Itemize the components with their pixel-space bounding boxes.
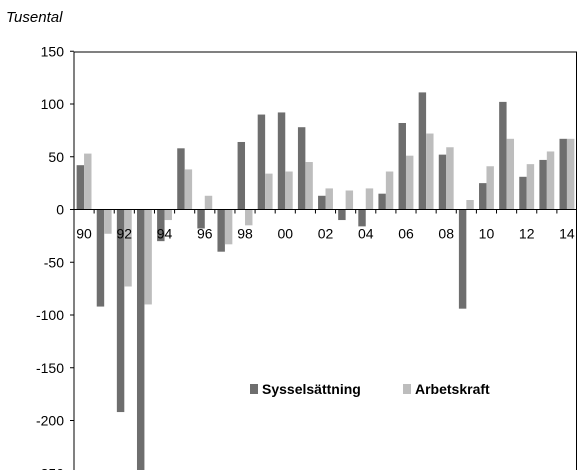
bar-sysselsattning-1994: [157, 209, 165, 242]
x-tick-label: 12: [519, 226, 535, 242]
bar-sysselsattning-1996: [197, 209, 205, 229]
y-tick-label: -50: [44, 254, 64, 270]
bar-sysselsattning-2004: [358, 209, 366, 227]
bar-sysselsattning-2006: [398, 122, 406, 210]
bar-arbetskraft-2001: [305, 162, 313, 210]
y-tick-label: -100: [36, 307, 64, 323]
bar-arbetskraft-2003: [345, 190, 354, 210]
bar-sysselsattning-1993: [136, 209, 145, 470]
axes-group: 150 100 50 0 -50 -100 -150 -200 -250 90 92 94 96 98 00…: [36, 43, 577, 470]
y-tick-label: -200: [36, 413, 64, 429]
y-tick-label: -150: [36, 360, 64, 376]
x-tick-label: 04: [358, 226, 374, 242]
x-tick-label: 00: [277, 226, 293, 242]
bar-arbetskraft-2002: [325, 188, 333, 210]
y-tick-label: -250: [36, 465, 64, 470]
bar-sysselsattning-2010: [479, 183, 487, 210]
bar-sysselsattning-2009: [458, 209, 467, 309]
bar-sysselsattning-2002: [318, 195, 326, 210]
bar-sysselsattning-2003: [338, 209, 346, 221]
bar-arbetskraft-2011: [506, 138, 515, 210]
bar-arbetskraft-2014: [566, 138, 575, 210]
bar-arbetskraft-1996: [204, 195, 213, 210]
bar-arbetskraft-2009: [466, 200, 474, 210]
bar-arbetskraft-2010: [486, 166, 494, 210]
x-tick-label: 94: [157, 226, 173, 242]
bar-arbetskraft-1995: [184, 169, 193, 210]
bar-sysselsattning-2001: [297, 127, 306, 210]
bar-arbetskraft-1998: [245, 209, 253, 226]
y-unit-label: Tusental: [6, 9, 63, 26]
bar-sysselsattning-2007: [418, 92, 427, 210]
legend-swatch-sysselsattning: [250, 384, 258, 394]
bar-sysselsattning-2012: [519, 176, 527, 210]
legend-swatch-arbetskraft: [403, 384, 411, 394]
bar-arbetskraft-2004: [365, 188, 374, 210]
legend-label-sysselsattning: Sysselsättning: [262, 381, 361, 397]
y-tick-label: 100: [41, 96, 65, 112]
bar-sysselsattning-1995: [177, 148, 185, 210]
bar-arbetskraft-1990: [84, 153, 92, 210]
bar-sysselsattning-1997: [217, 209, 225, 252]
x-tick-label: 10: [479, 226, 495, 242]
bar-arbetskraft-2006: [405, 155, 414, 210]
bar-sysselsattning-2008: [438, 154, 447, 210]
x-tick-label: 02: [318, 226, 334, 242]
bar-arbetskraft-1994: [164, 209, 172, 221]
x-tick-label: 06: [398, 226, 414, 242]
x-tick-label: 98: [237, 226, 253, 242]
y-tick-label: 0: [56, 202, 64, 218]
legend: Sysselsättning Arbetskraft: [250, 381, 490, 397]
bar-sysselsattning-2011: [499, 101, 507, 210]
x-tick-label: 96: [197, 226, 213, 242]
bar-arbetskraft-1991: [104, 209, 112, 234]
bar-arbetskraft-2005: [385, 171, 394, 210]
bars-group: [76, 92, 575, 470]
bar-arbetskraft-2007: [426, 133, 434, 210]
bar-arbetskraft-1997: [224, 209, 233, 245]
bar-arbetskraft-2000: [285, 171, 293, 210]
x-tick-label: 14: [559, 226, 575, 242]
x-tick-label: 08: [438, 226, 454, 242]
bar-sysselsattning-1992: [116, 209, 125, 413]
y-tick-label: 150: [41, 43, 65, 59]
x-tick-label: 90: [76, 226, 92, 242]
legend-label-arbetskraft: Arbetskraft: [415, 381, 490, 397]
bar-sysselsattning-1999: [257, 114, 266, 210]
bar-sysselsattning-2014: [559, 138, 567, 210]
bar-sysselsattning-2013: [539, 159, 547, 210]
y-tick-label: 50: [48, 149, 64, 165]
bar-sysselsattning-1990: [76, 165, 85, 210]
bar-arbetskraft-1992: [124, 209, 132, 287]
bar-sysselsattning-2000: [277, 112, 286, 210]
bar-arbetskraft-1999: [265, 173, 273, 210]
x-tick-label: 92: [117, 226, 133, 242]
bar-sysselsattning-1998: [237, 141, 246, 210]
bar-arbetskraft-2013: [546, 151, 555, 210]
bar-arbetskraft-1993: [144, 209, 152, 305]
bar-arbetskraft-2012: [526, 164, 535, 210]
bar-sysselsattning-1991: [96, 209, 105, 307]
bar-arbetskraft-2008: [446, 147, 454, 210]
bar-sysselsattning-2005: [378, 193, 386, 210]
